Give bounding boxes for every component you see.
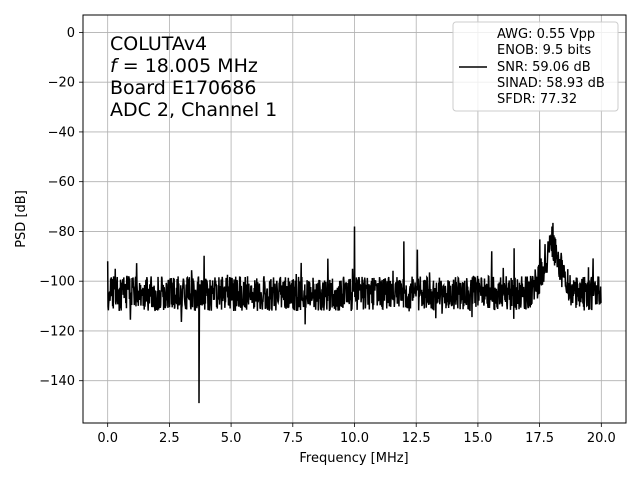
x-tick-label: 15.0 [463,431,492,446]
legend-entry-sinad: SINAD: 58.93 dB [497,76,605,91]
legend: AWG: 0.55 Vpp ENOB: 9.5 bits SNR: 59.06 … [452,21,619,112]
x-tick-label: 20.0 [587,431,616,446]
y-tick-label: −20 [48,76,75,91]
x-tick-label: 7.5 [282,431,303,446]
y-tick-label: −40 [48,125,75,140]
annotation-freq-value: = 18.005 MHz [117,55,258,77]
y-axis-label: PSD [dB] [14,190,29,248]
x-tick-label: 0.0 [97,431,118,446]
y-tick-label: −100 [39,275,75,290]
annotation-box: COLUTAv4 f = 18.005 MHz Board E170686 AD… [110,33,277,121]
annotation-line-2: f = 18.005 MHz [110,55,258,77]
legend-entry-enob: ENOB: 9.5 bits [497,43,591,58]
x-axis: 0.0 2.5 5.0 7.5 10.0 12.5 15.0 17.5 20.0 [97,423,616,446]
x-tick-label: 10.0 [340,431,369,446]
x-tick-label: 5.0 [221,431,242,446]
x-tick-label: 17.5 [525,431,554,446]
legend-entry-sfdr: SFDR: 77.32 [497,92,577,107]
legend-box [452,21,619,112]
annotation-freq-symbol: f [110,55,120,77]
x-axis-label: Frequency [MHz] [299,451,408,466]
y-tick-label: −60 [48,175,75,190]
x-tick-label: 12.5 [402,431,431,446]
y-axis: 0 −20 −40 −60 −80 −100 −120 −140 [39,26,83,389]
annotation-line-4: ADC 2, Channel 1 [110,99,277,121]
y-tick-label: 0 [67,26,75,41]
y-tick-label: −80 [48,225,75,240]
y-tick-label: −120 [39,324,75,339]
legend-entry-awg: AWG: 0.55 Vpp [497,27,595,42]
x-tick-label: 2.5 [159,431,180,446]
y-tick-label: −140 [39,374,75,389]
annotation-line-3: Board E170686 [110,77,256,99]
psd-line [106,222,602,404]
series-psd [106,222,602,404]
annotation-line-1: COLUTAv4 [110,33,207,55]
legend-entry-snr: SNR: 59.06 dB [497,60,591,75]
